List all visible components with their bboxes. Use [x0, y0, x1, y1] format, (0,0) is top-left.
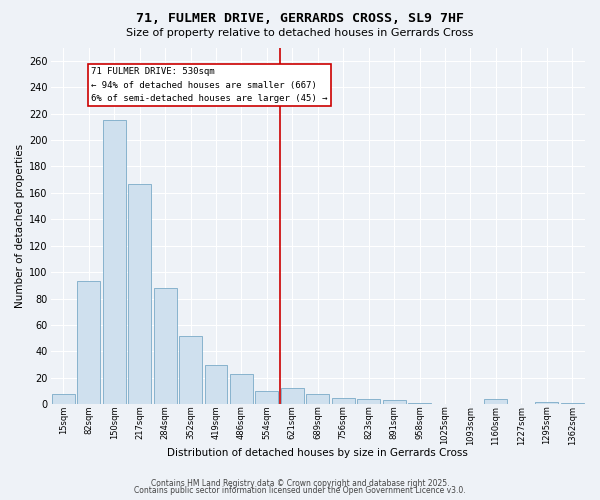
Text: Contains public sector information licensed under the Open Government Licence v3: Contains public sector information licen…	[134, 486, 466, 495]
Bar	[230, 374, 253, 404]
Text: Size of property relative to detached houses in Gerrards Cross: Size of property relative to detached ho…	[127, 28, 473, 38]
Bar	[205, 364, 227, 404]
Text: 71 FULMER DRIVE: 530sqm
← 94% of detached houses are smaller (667)
6% of semi-de: 71 FULMER DRIVE: 530sqm ← 94% of detache…	[91, 68, 328, 102]
Bar	[128, 184, 151, 404]
Bar	[154, 288, 176, 404]
Text: Contains HM Land Registry data © Crown copyright and database right 2025.: Contains HM Land Registry data © Crown c…	[151, 478, 449, 488]
Bar	[179, 336, 202, 404]
Bar	[256, 391, 278, 404]
Bar	[52, 394, 75, 404]
Bar	[408, 403, 431, 404]
Bar	[103, 120, 125, 404]
Bar	[77, 282, 100, 404]
Bar	[535, 402, 558, 404]
Bar	[357, 399, 380, 404]
X-axis label: Distribution of detached houses by size in Gerrards Cross: Distribution of detached houses by size …	[167, 448, 468, 458]
Bar	[281, 388, 304, 404]
Bar	[332, 398, 355, 404]
Bar	[307, 394, 329, 404]
Bar	[484, 399, 508, 404]
Y-axis label: Number of detached properties: Number of detached properties	[15, 144, 25, 308]
Bar	[561, 403, 584, 404]
Text: 71, FULMER DRIVE, GERRARDS CROSS, SL9 7HF: 71, FULMER DRIVE, GERRARDS CROSS, SL9 7H…	[136, 12, 464, 26]
Bar	[383, 400, 406, 404]
